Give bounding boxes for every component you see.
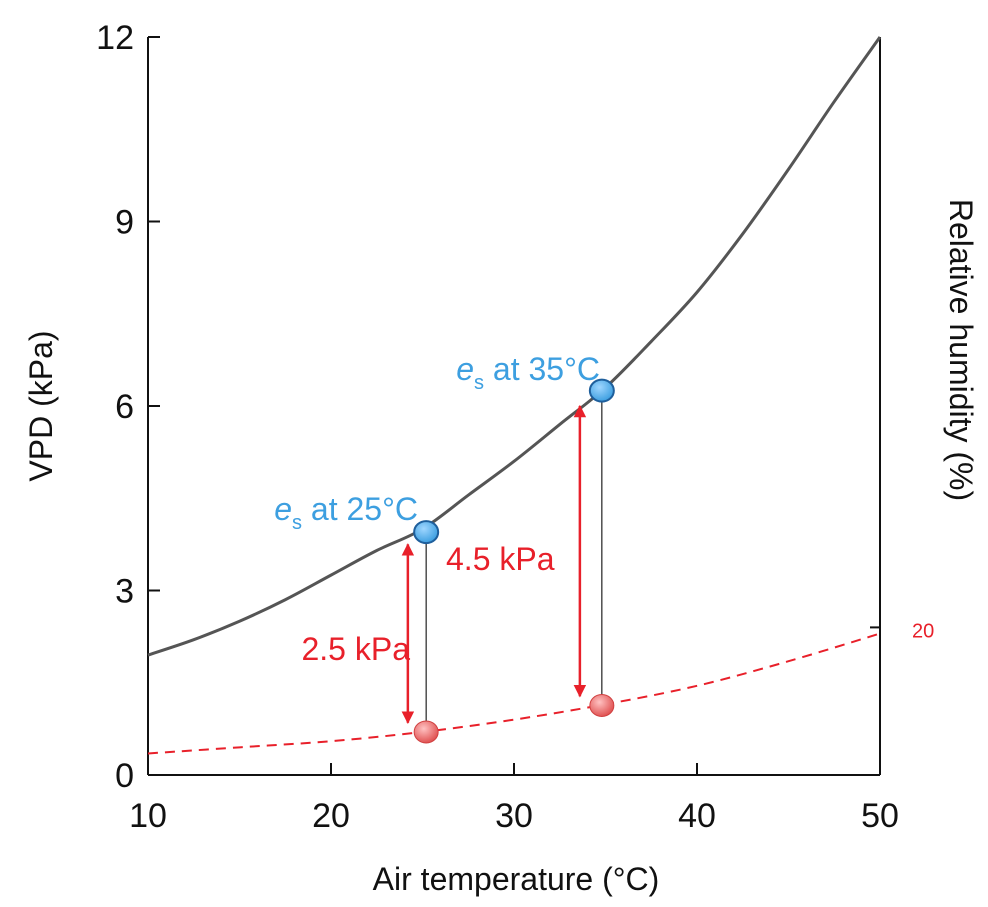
y-tick-label: 3 [115, 573, 134, 611]
es-label: es at 25°C [274, 491, 418, 534]
y2-axis-title: Relative humidity (%) [943, 199, 979, 501]
es-label-text: at 35°C [484, 351, 600, 387]
x-axis-title: Air temperature (°C) [373, 861, 660, 897]
vpd-label-35c: 4.5 kPa [446, 541, 555, 577]
vpd-label-25c: 2.5 kPa [301, 631, 410, 667]
es-label-symbol: e [456, 351, 474, 387]
x-tick-label: 50 [861, 797, 899, 835]
rh-20-curve [147, 632, 881, 755]
y2-tick-label: 20 [912, 620, 934, 642]
ea-point [413, 720, 439, 744]
x-tick-label: 20 [312, 797, 350, 835]
plot-area: 10 20 30 40 50 0 3 6 9 12 20 Air temperature (°C) VP… [23, 19, 979, 897]
x-tick-label: 30 [495, 797, 533, 835]
es-label: es at 35°C [456, 351, 600, 394]
x-tick-label: 10 [129, 797, 167, 835]
es-label-text: at 25°C [302, 491, 418, 527]
x-tick-label: 40 [678, 797, 716, 835]
es-point [588, 378, 615, 403]
es-label-symbol: e [274, 491, 292, 527]
es-label-subscript: s [474, 372, 484, 394]
y-tick-label: 0 [115, 757, 134, 795]
es-label-subscript: s [292, 512, 302, 534]
saturation-vp-curve [147, 36, 882, 657]
y-tick-label: 12 [96, 19, 134, 57]
ea-point [589, 694, 615, 718]
es-point [413, 520, 440, 545]
y-tick-label: 9 [115, 204, 134, 242]
y-axis-title: VPD (kPa) [23, 330, 59, 481]
y-tick-label: 6 [115, 388, 134, 426]
